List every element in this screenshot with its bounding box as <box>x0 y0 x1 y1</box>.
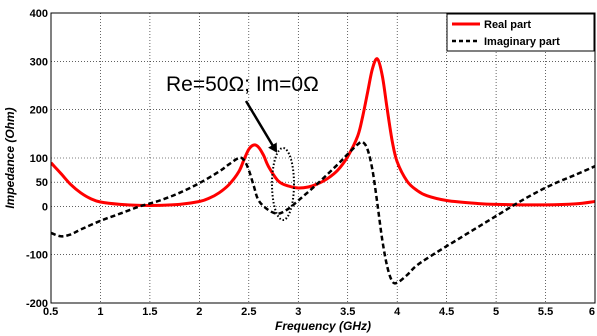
x-tick-label: 6 <box>589 306 595 318</box>
series-line-imaginary <box>51 140 595 285</box>
y-tick-label: 200 <box>30 105 48 117</box>
series-group <box>51 57 595 285</box>
y-tick-label: -100 <box>26 250 48 262</box>
y-tick-label: 50 <box>36 177 48 189</box>
x-tick-label: 3.5 <box>340 306 355 318</box>
series-line-real <box>51 57 595 207</box>
x-tick-label: 3 <box>295 306 301 318</box>
annotation-text: Re=50Ω; Im=0Ω <box>166 73 319 96</box>
legend: Real part Imaginary part <box>446 13 595 52</box>
y-tick-label: 400 <box>30 8 48 20</box>
annotation-arrow <box>244 100 278 153</box>
x-tick-label: 0.5 <box>43 306 58 318</box>
x-tick-label: 2.5 <box>241 306 256 318</box>
annotation-ellipse <box>271 147 295 221</box>
legend-box <box>446 13 595 52</box>
y-tick-label: 100 <box>30 153 48 165</box>
legend-label-real: Real part <box>484 19 531 31</box>
y-tick-label: 0 <box>42 201 48 213</box>
legend-label-imaginary: Imaginary part <box>484 36 560 48</box>
tick-labels: 0.5 1 1.5 2 2.5 3 3.5 4 4.5 5 5.5 6 -200 -100 0 50 100 20… <box>26 8 595 318</box>
y-axis-label: Impedance (Ohm) <box>3 107 17 208</box>
y-tick-label: 300 <box>30 56 48 68</box>
x-tick-label: 2 <box>196 306 202 318</box>
x-tick-label: 1.5 <box>142 306 157 318</box>
x-tick-label: 5 <box>493 306 499 318</box>
x-tick-label: 1 <box>97 306 103 318</box>
plot-frame <box>50 12 596 304</box>
x-tick-label: 4.5 <box>439 306 454 318</box>
y-tick-label: -200 <box>26 298 48 310</box>
x-tick-label: 5.5 <box>538 306 553 318</box>
x-axis-label: Frequency (GHz) <box>275 319 371 333</box>
x-tick-label: 4 <box>394 306 401 318</box>
